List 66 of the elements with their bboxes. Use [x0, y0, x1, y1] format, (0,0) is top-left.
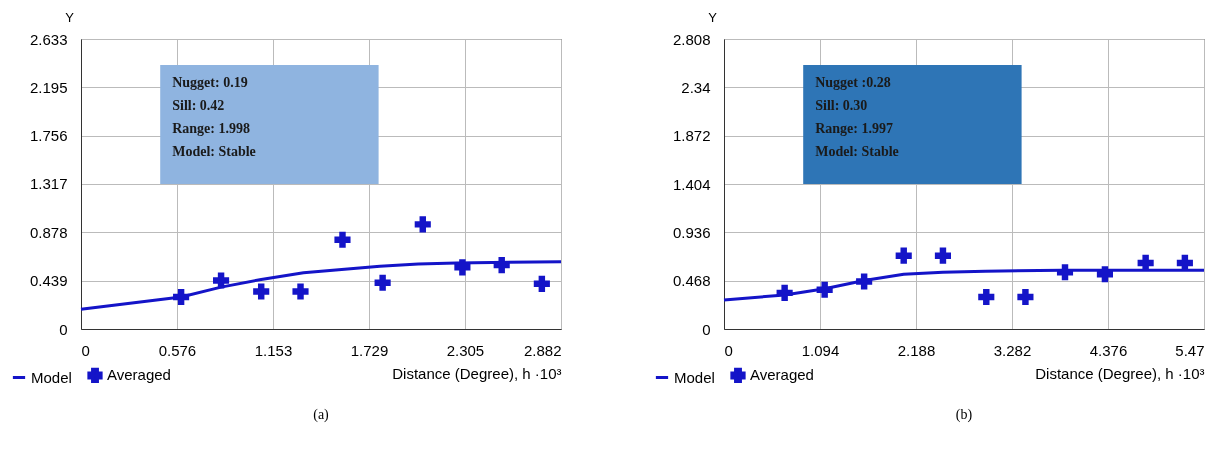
x-tick-label: 5.47: [1175, 341, 1205, 359]
point: [978, 288, 995, 306]
text: (a): [313, 407, 330, 423]
legend-label: Model: [674, 368, 715, 386]
x-tick-label: 1.153: [254, 341, 293, 359]
y-tick-label: 2.195: [29, 78, 68, 96]
point: [374, 274, 391, 291]
legend-label: Averaged: [750, 366, 814, 384]
point: [533, 275, 550, 292]
annotation: Nugget: 0.19: [172, 74, 248, 90]
point: [334, 231, 351, 248]
point: [493, 257, 510, 274]
x-tick-label: 2.305: [446, 341, 485, 359]
point: [776, 284, 793, 301]
x-tick-label: 1.729: [350, 341, 389, 359]
annotation: Model: Stable: [815, 143, 899, 159]
legend-label: Averaged: [107, 366, 171, 384]
text: (b): [955, 407, 973, 423]
point: [1056, 264, 1074, 281]
point: [856, 273, 873, 290]
x-axis-title: Distance (Degree), h ·10³: [392, 364, 562, 382]
y-tick-label: 0.468: [672, 272, 711, 290]
y-tick-label: 1.317: [29, 175, 68, 193]
point: [253, 283, 270, 300]
legend-label: Model: [31, 368, 72, 386]
x-tick-label: 3.282: [993, 341, 1032, 359]
annotation: Range: 1.997: [815, 120, 893, 136]
y-tick-label: 0.936: [672, 223, 711, 241]
y-tick-label: 1.404: [672, 175, 711, 193]
y-tick-label: 2.34: [681, 78, 711, 96]
y-tick-label: 0.439: [29, 272, 68, 290]
x-tick-label: 0.576: [158, 341, 197, 359]
point: [414, 216, 431, 233]
point: [454, 259, 471, 276]
x-tick-label: 1.094: [801, 341, 840, 359]
point: [1137, 254, 1154, 271]
annotation: Sill: 0.30: [815, 97, 868, 113]
point: [1017, 288, 1034, 306]
annotation: Nugget :0.28: [815, 74, 891, 90]
y-tick-label: 1.756: [29, 127, 68, 145]
point: [1096, 266, 1113, 283]
annotation: Range: 1.998: [172, 120, 250, 136]
point: [895, 247, 912, 264]
x-tick-label: 0: [81, 341, 90, 359]
y-tick-label: 0: [702, 320, 711, 338]
y-tick-label: 0: [59, 320, 68, 338]
point: [292, 283, 309, 300]
x-tick-label: 4.376: [1089, 341, 1128, 359]
point: [816, 281, 833, 298]
x-tick-label: 2.882: [523, 341, 562, 359]
point: [1176, 254, 1193, 271]
y-tick-label: 2.808: [672, 30, 711, 48]
x-tick-label: 2.188: [897, 341, 936, 359]
y-tick-label: 1.872: [672, 127, 711, 145]
annotation: Sill: 0.42: [172, 97, 225, 113]
line-series: [79, 260, 563, 311]
y-axis-title: Y: [708, 9, 718, 25]
point: [934, 247, 951, 264]
y-tick-label: 0.878: [29, 223, 68, 241]
x-tick-label: 0: [724, 341, 733, 359]
annotation: Model: Stable: [172, 143, 256, 159]
x-axis-title: Distance (Degree), h ·10³: [1035, 364, 1205, 382]
y-axis-title: Y: [65, 9, 75, 25]
point: [173, 289, 190, 306]
y-tick-label: 2.633: [29, 30, 68, 48]
point: [213, 272, 230, 289]
